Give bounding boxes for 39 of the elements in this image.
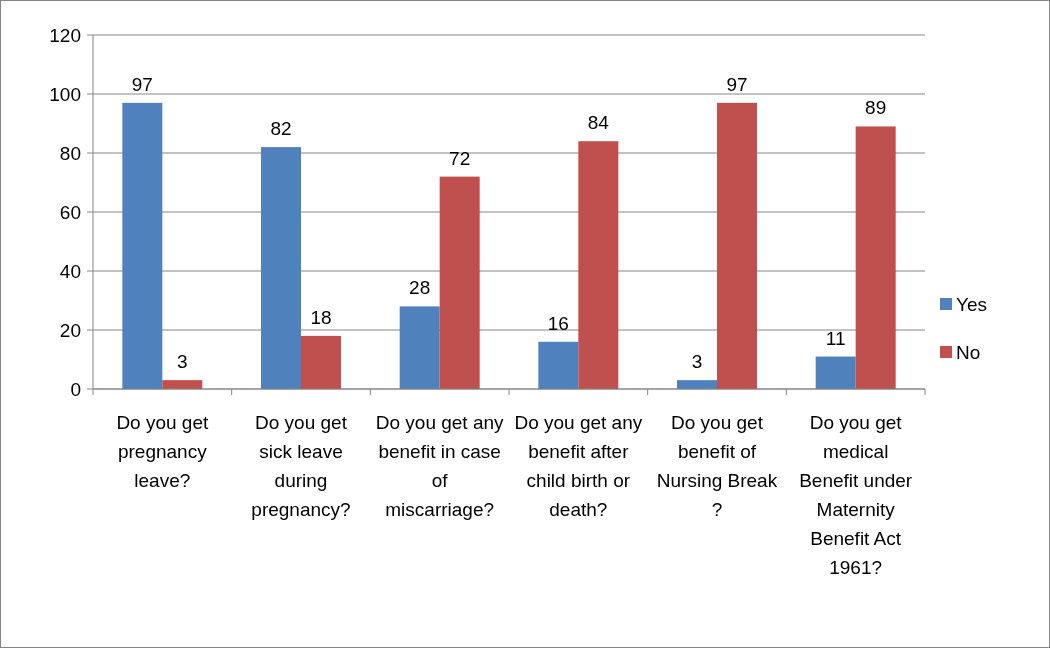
y-tick-label: 80 <box>59 142 81 164</box>
bar <box>162 380 203 389</box>
x-tick-label: Do you get any benefit after child birth or death? <box>514 412 643 520</box>
bar <box>301 335 341 389</box>
x-tick-label: Do you get benefit of Nursing Break ? <box>656 412 778 520</box>
data-label: 3 <box>177 351 188 373</box>
x-tick-label: Do you get pregnancy leave? <box>116 412 209 491</box>
data-label: 3 <box>691 351 703 373</box>
data-label: 72 <box>449 147 471 169</box>
y-tick-label: 120 <box>49 24 81 46</box>
data-label: 82 <box>270 118 292 140</box>
data-label: 16 <box>547 312 569 334</box>
data-label: 84 <box>587 112 610 134</box>
y-tick-label: 20 <box>59 319 81 341</box>
y-tick-label: 40 <box>59 260 81 282</box>
data-label: 97 <box>131 73 153 95</box>
bar <box>122 102 163 389</box>
legend-label: Yes <box>956 293 987 315</box>
bar <box>261 147 301 389</box>
x-tick-label: Do you get sick leave during pregnancy? <box>251 412 351 520</box>
bar <box>439 176 480 389</box>
bar <box>815 356 856 389</box>
data-label: 11 <box>825 327 846 349</box>
bar <box>677 380 717 389</box>
bar <box>399 306 440 389</box>
y-tick-label: 60 <box>59 201 81 223</box>
x-tick-label: Do you get any benefit in case of miscarriage? <box>375 412 505 520</box>
y-tick-label: 0 <box>70 378 81 400</box>
data-label: 28 <box>409 277 431 299</box>
data-label: 18 <box>310 306 332 328</box>
legend-label: No <box>956 341 981 363</box>
bar <box>717 102 757 389</box>
bar <box>855 126 896 389</box>
bar <box>538 341 579 389</box>
y-tick-label: 100 <box>49 83 81 105</box>
data-label: 97 <box>726 73 748 95</box>
bar <box>578 141 619 389</box>
x-tick-label: Do you get medical Benefit under Maternity Benefit Act 1961? <box>799 412 913 578</box>
data-label: 89 <box>865 97 887 119</box>
